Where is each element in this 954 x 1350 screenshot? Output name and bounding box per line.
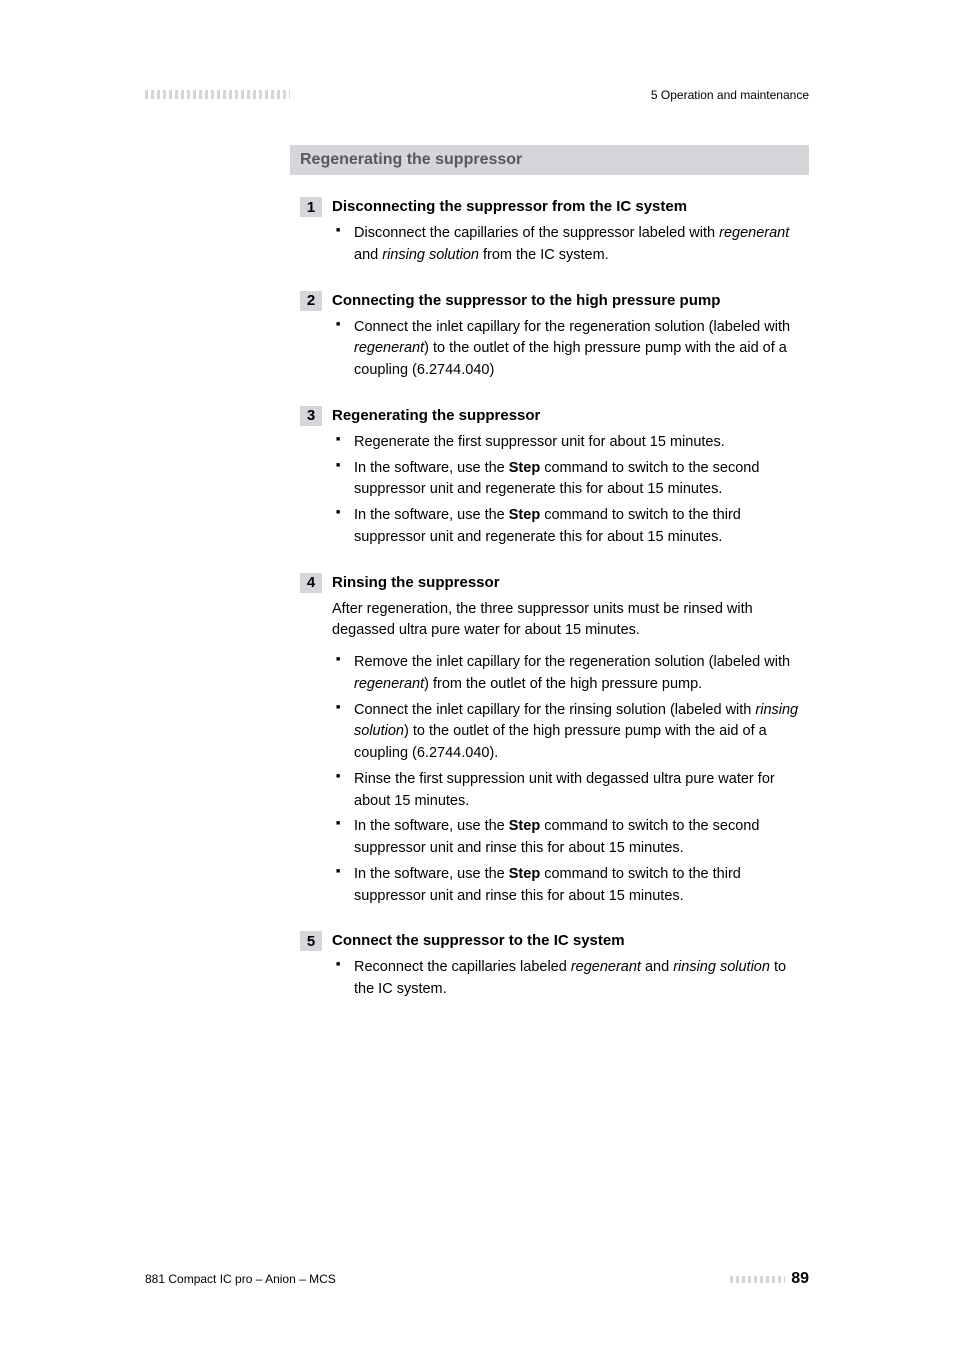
footer-right: 89 — [730, 1270, 809, 1288]
step-bullet-item: In the software, use the Step command to… — [332, 505, 809, 549]
step-number: 5 — [300, 931, 322, 951]
step-number: 1 — [300, 197, 322, 217]
step-header: 4 Rinsing the suppressor — [300, 573, 809, 593]
step-bullet-item: In the software, use the Step command to… — [332, 816, 809, 860]
step-body: Connect the inlet capillary for the rege… — [332, 317, 809, 382]
step-title: Connecting the suppressor to the high pr… — [332, 291, 720, 309]
steps-container: 1 Disconnecting the suppressor from the I… — [300, 197, 809, 1001]
header-section-label: 5 Operation and maintenance — [651, 88, 809, 102]
step-title: Disconnecting the suppressor from the IC… — [332, 197, 687, 215]
step-title: Rinsing the suppressor — [332, 573, 500, 591]
step-bullet-item: Remove the inlet capillary for the regen… — [332, 652, 809, 696]
page-footer: 881 Compact IC pro – Anion – MCS 89 — [145, 1270, 809, 1288]
step-header: 5 Connect the suppressor to the IC system — [300, 931, 809, 951]
step-bullet-item: Connect the inlet capillary for the rege… — [332, 317, 809, 382]
procedure-step: 1 Disconnecting the suppressor from the I… — [300, 197, 809, 267]
main-content: Regenerating the suppressor 1 Disconnecti… — [300, 145, 809, 1001]
step-bullet-item: In the software, use the Step command to… — [332, 458, 809, 502]
step-intro-text: After regeneration, the three suppressor… — [332, 599, 809, 643]
procedure-step: 2 Connecting the suppressor to the high p… — [300, 291, 809, 382]
step-number: 4 — [300, 573, 322, 593]
page-number: 89 — [791, 1270, 809, 1288]
step-body: Disconnect the capillaries of the suppre… — [332, 223, 809, 267]
header-decor-bar — [145, 90, 290, 99]
procedure-step: 4 Rinsing the suppressor After regeneratio… — [300, 573, 809, 908]
step-body: After regeneration, the three suppressor… — [332, 599, 809, 908]
step-bullet-item: Reconnect the capillaries labeled regene… — [332, 957, 809, 1001]
step-header: 2 Connecting the suppressor to the high p… — [300, 291, 809, 311]
step-bullet-item: Regenerate the first suppressor unit for… — [332, 432, 809, 454]
step-body: Reconnect the capillaries labeled regene… — [332, 957, 809, 1001]
step-bullet-list: Remove the inlet capillary for the regen… — [332, 652, 809, 907]
step-bullet-list: Reconnect the capillaries labeled regene… — [332, 957, 809, 1001]
step-bullet-item: Rinse the first suppression unit with de… — [332, 769, 809, 813]
step-bullet-list: Disconnect the capillaries of the suppre… — [332, 223, 809, 267]
step-header: 3 Regenerating the suppressor — [300, 406, 809, 426]
step-bullet-item: In the software, use the Step command to… — [332, 864, 809, 908]
step-body: Regenerate the first suppressor unit for… — [332, 432, 809, 549]
footer-decor-dots — [730, 1276, 785, 1283]
step-bullet-item: Disconnect the capillaries of the suppre… — [332, 223, 809, 267]
step-title: Regenerating the suppressor — [332, 406, 540, 424]
step-bullet-item: Connect the inlet capillary for the rins… — [332, 700, 809, 765]
section-title: Regenerating the suppressor — [290, 145, 809, 175]
step-bullet-list: Connect the inlet capillary for the rege… — [332, 317, 809, 382]
step-number: 3 — [300, 406, 322, 426]
step-title: Connect the suppressor to the IC system — [332, 931, 625, 949]
procedure-step: 3 Regenerating the suppressor Regenerate t… — [300, 406, 809, 549]
step-number: 2 — [300, 291, 322, 311]
step-bullet-list: Regenerate the first suppressor unit for… — [332, 432, 809, 549]
step-header: 1 Disconnecting the suppressor from the I… — [300, 197, 809, 217]
footer-left-text: 881 Compact IC pro – Anion – MCS — [145, 1272, 336, 1286]
procedure-step: 5 Connect the suppressor to the IC system… — [300, 931, 809, 1001]
